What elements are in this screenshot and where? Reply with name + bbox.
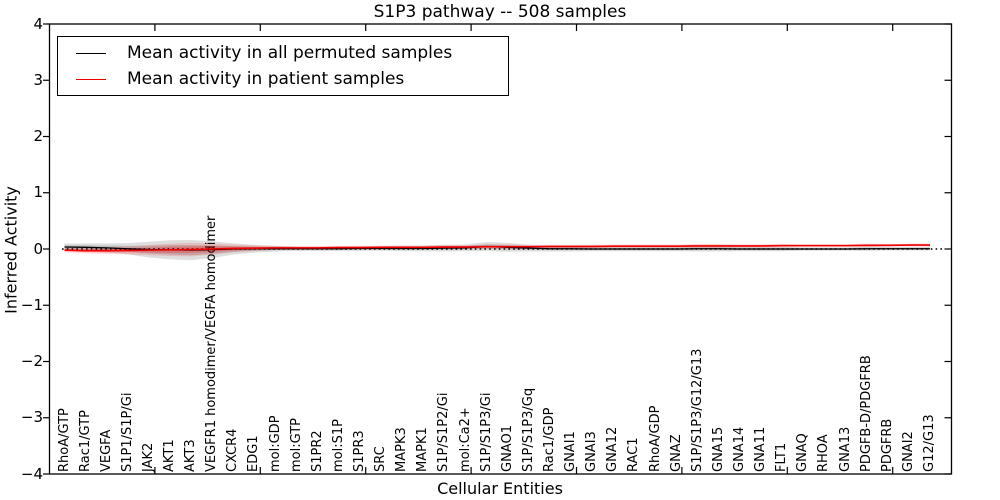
legend-item-patient: Mean activity in patient samples xyxy=(58,66,508,92)
legend-line-sample-red xyxy=(76,78,106,80)
chart-title: S1P3 pathway -- 508 samples xyxy=(373,2,627,22)
legend-line-sample-black xyxy=(76,52,106,54)
y-tick-label: −2 xyxy=(20,352,43,370)
legend-label: Mean activity in all permuted samples xyxy=(127,43,453,63)
y-tick-label: −3 xyxy=(20,408,43,427)
y-tick-label: −4 xyxy=(20,464,43,483)
legend: Mean activity in all permuted samples Me… xyxy=(57,36,509,96)
y-tick-label: 4 xyxy=(33,14,43,33)
confidence-band-permuted xyxy=(64,240,930,261)
legend-item-permuted: Mean activity in all permuted samples xyxy=(58,40,508,66)
y-tick-label: −1 xyxy=(20,295,43,314)
y-tick-label: 0 xyxy=(33,239,43,258)
legend-label: Mean activity in patient samples xyxy=(127,69,405,89)
x-axis-title: Cellular Entities xyxy=(437,479,563,498)
series-line-patient xyxy=(64,244,930,252)
y-axis-title: Inferred Activity xyxy=(1,186,21,314)
y-tick-label: 2 xyxy=(33,127,43,145)
y-tick-label: 3 xyxy=(33,70,43,89)
y-tick-label: 1 xyxy=(33,183,43,202)
